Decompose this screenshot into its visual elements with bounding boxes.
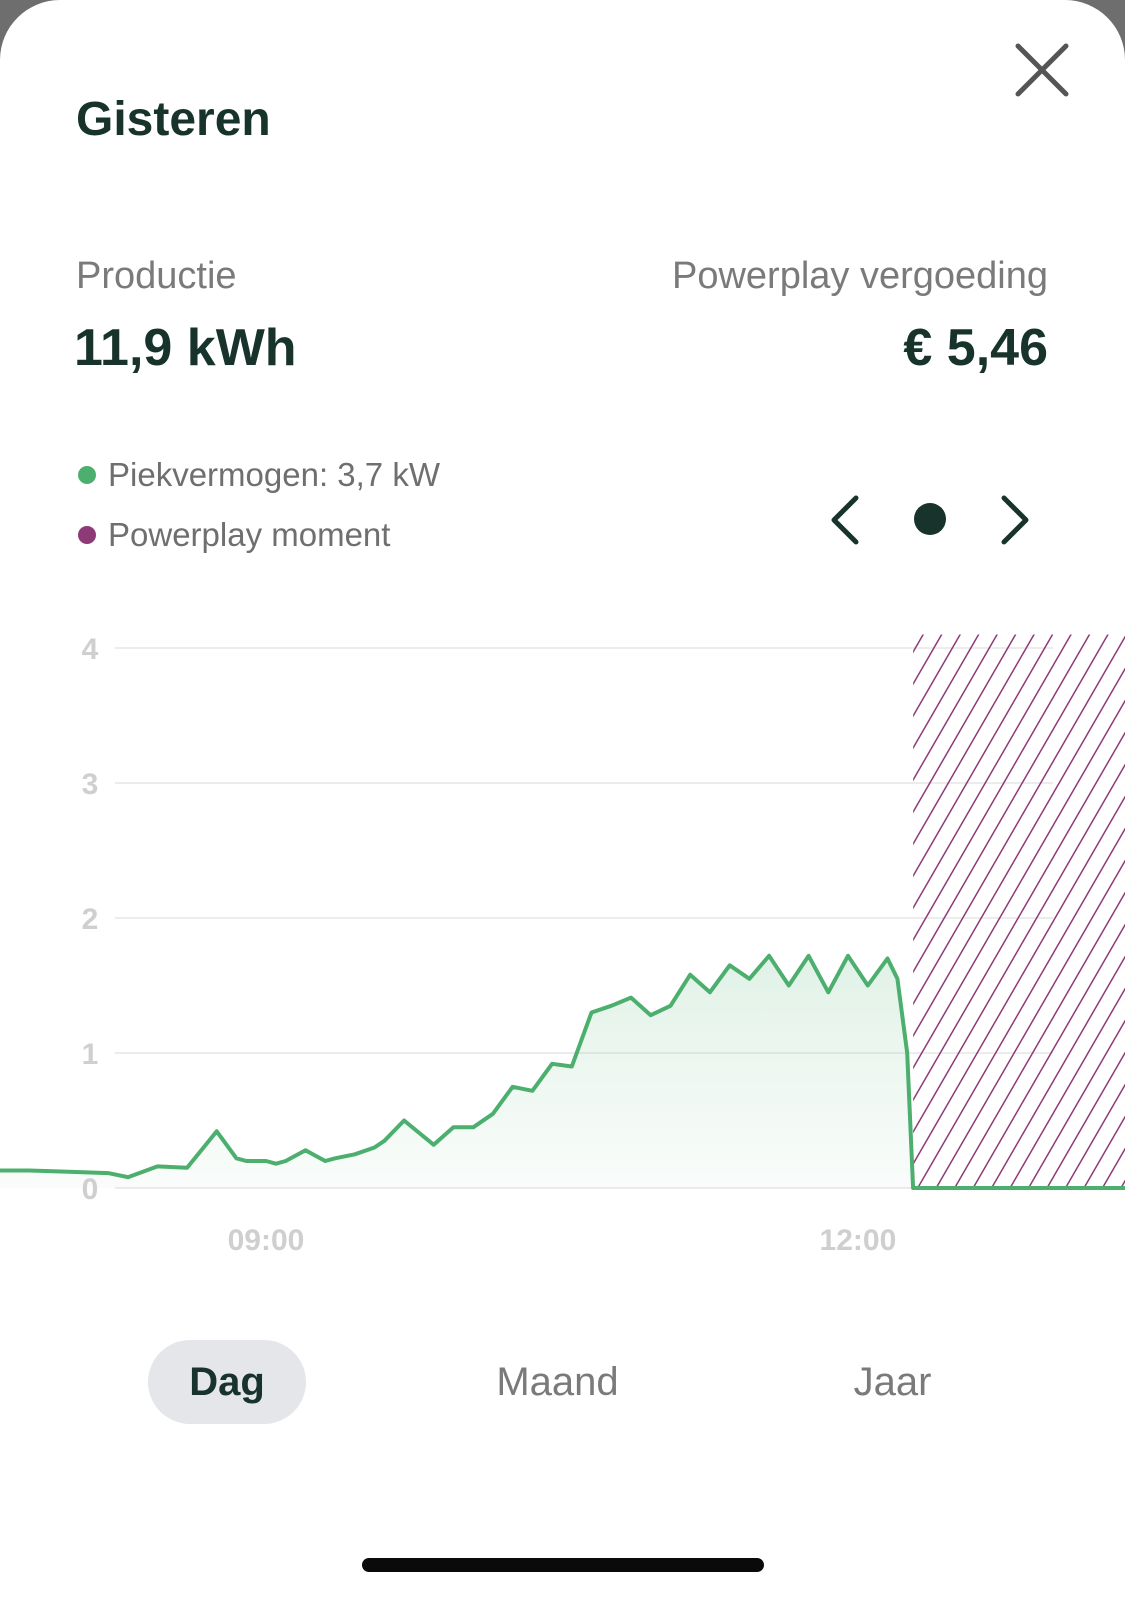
x-tick-label: 12:00 (820, 1224, 897, 1257)
chevron-right-icon (1001, 495, 1029, 545)
close-icon (1015, 43, 1069, 97)
reward-label: Powerplay vergoeding (671, 255, 1048, 297)
chevron-left-icon (831, 495, 859, 545)
production-value: 11,9 kWh (74, 319, 297, 377)
y-tick-label: 3 (82, 768, 99, 801)
legend-peak-dot (78, 466, 96, 484)
next-button[interactable] (990, 492, 1040, 548)
page-title: Gisteren (76, 93, 271, 146)
powerplay-window (913, 634, 1125, 1188)
y-tick-label: 1 (82, 1038, 99, 1071)
home-indicator (362, 1558, 764, 1572)
y-tick-label: 0 (82, 1173, 99, 1206)
legend-powerplay-dot (78, 526, 96, 544)
production-label: Productie (76, 255, 237, 297)
x-tick-label: 09:00 (228, 1224, 305, 1257)
y-tick-label: 2 (82, 903, 99, 936)
production-area (0, 955, 1125, 1188)
legend-peak-label: Piekvermogen: 3,7 kW (108, 456, 440, 493)
close-button[interactable] (1012, 40, 1072, 100)
previous-button[interactable] (820, 492, 870, 548)
reward-value: € 5,46 (903, 319, 1048, 377)
tab-month[interactable]: Maand (496, 1360, 619, 1404)
legend-powerplay-label: Powerplay moment (108, 516, 391, 553)
legend-powerplay: Powerplay moment (78, 516, 390, 554)
page-indicator-dot (914, 503, 946, 535)
y-tick-label: 4 (82, 633, 99, 666)
legend-peak: Piekvermogen: 3,7 kW (78, 456, 440, 494)
tab-year[interactable]: Jaar (853, 1360, 932, 1404)
production-line (0, 953, 1125, 1190)
tab-day[interactable]: Dag (148, 1340, 306, 1424)
